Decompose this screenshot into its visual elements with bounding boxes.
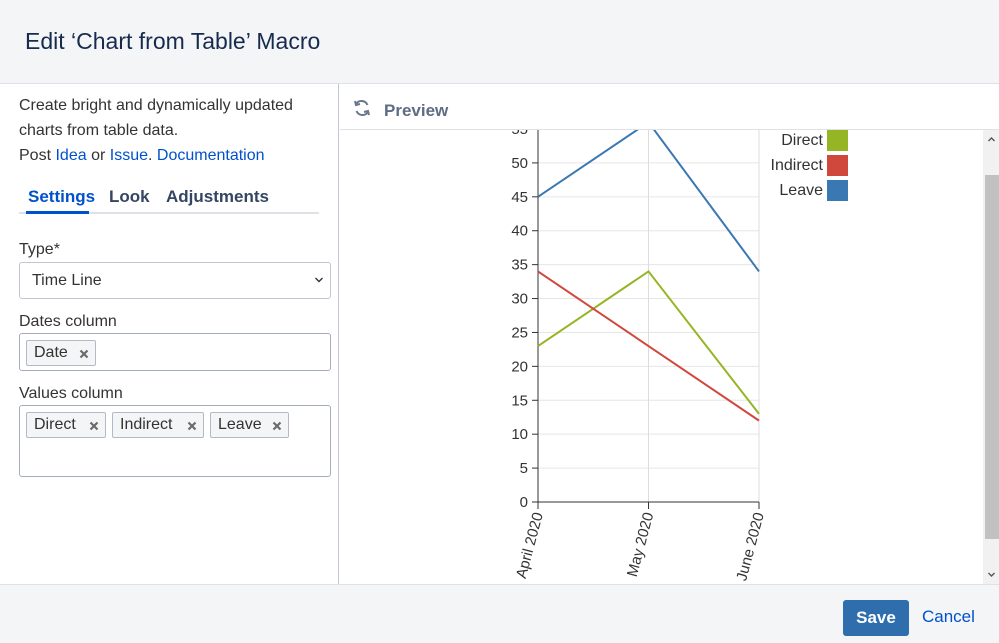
active-tab-indicator [26,211,89,214]
x-tick-label: June 2020 [733,511,768,583]
timeline-chart: 0 5 10 15 20 25 30 35 40 45 50 55 April 2020 May 2020… [511,130,848,583]
values-column-label: Values column [19,385,123,402]
y-tick-label: 20 [511,358,528,375]
dialog-header: Edit ‘Chart from Table’ Macro [0,0,999,84]
close-icon[interactable] [272,421,282,431]
date-tag-label: Date [34,344,68,361]
intro-links: Post Idea or Issue. Documentation [19,143,329,168]
indirect-tag: Indirect [112,412,204,438]
scroll-up-arrow-icon[interactable] [987,135,996,144]
leave-tag-label: Leave [218,416,262,433]
type-select-value: Time Line [32,272,102,289]
direct-tag-label: Direct [34,416,76,433]
preview-title: Preview [384,101,449,120]
intro-line-2: charts from table data. [19,122,179,139]
legend-swatch-leave [827,180,848,201]
preview-header: Preview [340,84,999,130]
intro-text: Create bright and dynamically updated ch… [19,93,329,168]
y-tick-label: 30 [511,291,528,308]
legend-label-indirect: Indirect [771,157,824,174]
y-tick-label: 0 [520,494,528,511]
tab-adjustments[interactable]: Adjustments [166,187,269,206]
preview-panel: Preview 0 5 10 15 20 25 30 35 40 45 50 55 April 2020… [340,84,999,584]
post-label: Post [19,147,52,164]
legend-label-leave: Leave [779,182,823,199]
y-tick-label: 50 [511,155,528,172]
chart-viewport: 0 5 10 15 20 25 30 35 40 45 50 55 April 2020 May 2020… [340,130,983,584]
y-tick-label: 10 [511,426,528,443]
x-tick-label: April 2020 [513,511,547,581]
y-tick-label: 5 [520,460,528,477]
intro-line-1: Create bright and dynamically updated [19,97,293,114]
idea-link[interactable]: Idea [55,147,87,164]
y-tick-label: 40 [511,223,528,240]
dialog-title: Edit ‘Chart from Table’ Macro [25,28,321,54]
type-select[interactable]: Time Line [19,262,331,299]
documentation-link[interactable]: Documentation [156,147,265,164]
type-label: Type* [19,241,60,258]
legend-label-direct: Direct [781,132,823,149]
indirect-tag-label: Indirect [120,416,173,433]
scroll-down-arrow-icon[interactable] [987,570,996,579]
refresh-icon[interactable] [352,98,372,118]
date-tag: Date [26,340,96,366]
save-button[interactable]: Save [843,600,909,636]
y-tick-label: 45 [511,189,528,206]
close-icon[interactable] [89,421,99,431]
y-tick-label: 35 [511,257,528,274]
tab-bar: Settings Look Adjustments [19,185,319,214]
direct-tag: Direct [26,412,106,438]
preview-scrollbar[interactable] [983,130,999,584]
scrollbar-thumb[interactable] [985,175,999,539]
issue-link[interactable]: Issue [109,147,148,164]
dot-label: . [148,147,153,164]
dates-column-label: Dates column [19,313,117,330]
x-tick-label: May 2020 [624,511,657,579]
tab-settings[interactable]: Settings [28,187,96,206]
settings-panel: Create bright and dynamically updated ch… [0,84,339,584]
close-icon[interactable] [79,349,89,359]
tab-look[interactable]: Look [109,187,150,206]
legend-swatch-direct [827,130,848,151]
y-tick-label: 25 [511,324,528,341]
or-label: or [91,147,106,164]
series-line-leave [537,130,760,273]
y-tick-label: 15 [511,392,528,409]
chevron-down-icon [315,277,323,283]
values-column-field[interactable]: Direct Indirect Leave [19,405,331,477]
close-icon[interactable] [187,421,197,431]
y-tick-label: 55 [511,130,528,138]
dialog-footer: Save Cancel [0,584,999,643]
cancel-button[interactable]: Cancel [922,607,975,626]
legend-swatch-indirect [827,155,848,176]
dates-column-field[interactable]: Date [19,333,331,371]
leave-tag: Leave [210,412,289,438]
